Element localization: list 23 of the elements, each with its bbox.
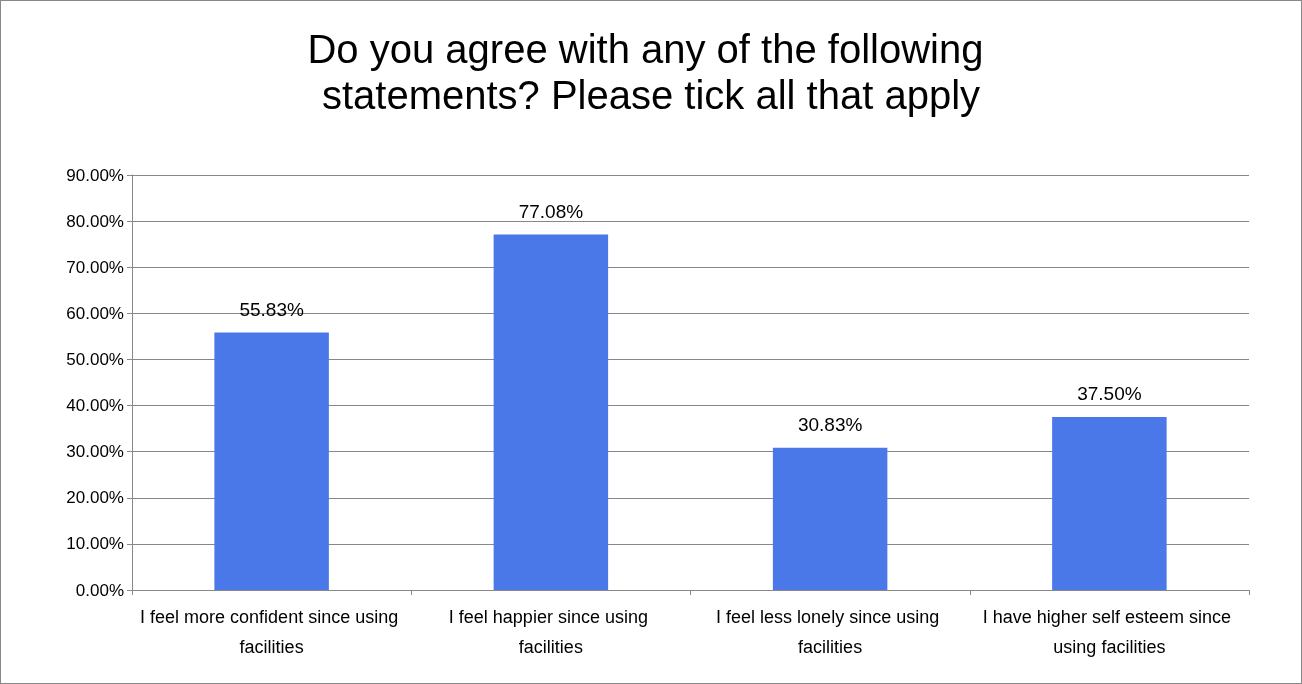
y-tick-label: 0.00% <box>75 580 124 600</box>
y-tick-label: 30.00% <box>66 442 124 462</box>
y-tick-label: 60.00% <box>66 303 124 323</box>
y-tick-label: 80.00% <box>66 211 124 231</box>
chart-title: Do you agree with any of the following statements? Please tick all that apply <box>307 27 995 117</box>
x-tick-label: I have higher self esteem since using facilities <box>982 607 1236 657</box>
y-tick-label: 50.00% <box>66 349 124 369</box>
bar <box>1052 417 1167 590</box>
x-tick-label: I feel more confident since using facilities <box>140 607 404 657</box>
y-tick-label: 90.00% <box>66 165 124 185</box>
data-label: 37.50% <box>1077 383 1142 405</box>
y-tick-label: 20.00% <box>66 488 124 508</box>
data-label: 55.83% <box>239 298 304 320</box>
bar <box>493 234 609 590</box>
x-tick-label: I feel less lonely since using facilities <box>716 607 945 657</box>
y-tick-label: 40.00% <box>66 396 124 416</box>
data-label: 77.08% <box>518 200 584 222</box>
y-tick-label: 10.00% <box>66 534 124 554</box>
y-tick-label: 70.00% <box>66 257 124 277</box>
bar <box>214 332 329 590</box>
x-tick-label: I feel happier since using facilities <box>448 607 653 657</box>
data-label: 30.83% <box>797 413 863 435</box>
bar <box>772 447 888 590</box>
